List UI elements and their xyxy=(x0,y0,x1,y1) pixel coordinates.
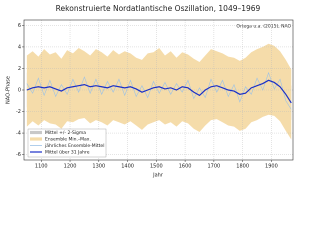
legend-swatch xyxy=(30,137,42,141)
y-axis-label: NAO-Phase xyxy=(6,76,12,104)
x-tick-label: 1200 xyxy=(64,164,77,170)
legend-label: Mittel +/- 2-Sigma xyxy=(45,130,86,136)
y-tick-label: 6 xyxy=(18,23,21,29)
legend-label: Mittel über 31 Jahre xyxy=(45,150,90,156)
x-tick-label: 1500 xyxy=(150,164,163,170)
chart: Rekonstruierte Nordatlantische Oszillati… xyxy=(5,4,294,179)
x-tick-label: 1300 xyxy=(92,164,105,170)
x-axis-label: Jahr xyxy=(152,173,164,179)
chart-title: Rekonstruierte Nordatlantische Oszillati… xyxy=(56,4,261,13)
y-tick-label: 2 xyxy=(18,66,21,72)
line xyxy=(26,71,292,110)
x-tick-label: 1900 xyxy=(265,164,278,170)
line xyxy=(26,79,292,104)
legend-label: Ensemble Min.–Max. xyxy=(45,137,91,143)
y-tick-label: -6 xyxy=(16,152,21,158)
plot-frame xyxy=(23,19,294,161)
x-tick-label: 1600 xyxy=(179,164,192,170)
chart-subtitle: Ortega u.a. (2015), NAO xyxy=(236,24,291,30)
y-tick-label: -4 xyxy=(16,131,21,137)
y-tick-label: 4 xyxy=(18,44,21,50)
legend-label: jährliches Ensemble-Mittel xyxy=(44,143,104,149)
band xyxy=(26,43,292,140)
y-tick-label: -2 xyxy=(16,109,21,115)
legend-swatch xyxy=(30,130,42,135)
x-tick-label: 1100 xyxy=(35,164,48,170)
y-tick-label: 0 xyxy=(18,88,21,94)
x-tick-label: 1800 xyxy=(236,164,249,170)
x-tick-label: 1400 xyxy=(121,164,134,170)
x-tick-label: 1700 xyxy=(208,164,221,170)
